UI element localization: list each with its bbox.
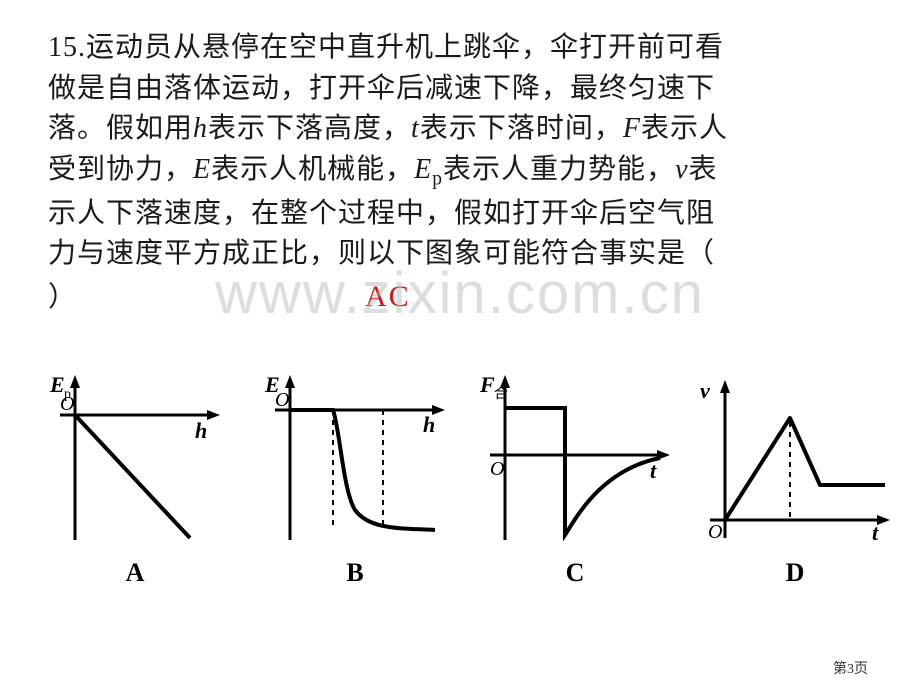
svg-text:O: O xyxy=(60,393,74,415)
var-e: E xyxy=(193,154,211,185)
chart-c: F 合 O t C xyxy=(470,370,680,588)
question-text: 15.运动员从悬停在空中直升机上跳伞，伞打开前可看 做是自由落体运动，打开伞后减… xyxy=(0,0,920,319)
chart-b-svg: E O h xyxy=(255,370,455,550)
label-b: B xyxy=(250,558,460,588)
q-l6: 力与速度平方成正比，则以下图象可能符合事实是（ xyxy=(48,238,715,269)
q-l4b: 表示人机械能， xyxy=(211,154,414,185)
chart-a: E p O h A xyxy=(30,370,240,588)
chart-c-svg: F 合 O t xyxy=(470,370,680,550)
chart-row: E p O h A E O h xyxy=(30,370,900,588)
label-a: A xyxy=(30,558,240,588)
label-c: C xyxy=(470,558,680,588)
var-v: v xyxy=(675,154,688,185)
svg-text:h: h xyxy=(423,412,435,437)
q-l4d: 表 xyxy=(689,154,718,185)
q-number: 15. xyxy=(48,32,86,63)
q-l4c: 表示人重力势能， xyxy=(443,154,675,185)
answer-text: AC xyxy=(365,275,411,319)
chart-d-svg: v O t xyxy=(690,370,900,550)
label-d: D xyxy=(690,558,900,588)
q-l7: ） xyxy=(48,282,77,313)
q-l5: 示人下落速度，在整个过程中，假如打开伞后空气阻 xyxy=(48,198,715,229)
var-ep1: E xyxy=(414,154,432,185)
q-l3b: 表示下落高度， xyxy=(208,113,411,144)
q-l1: 运动员从悬停在空中直升机上跳伞，伞打开前可看 xyxy=(86,32,724,63)
q-l3a: 落。假如用 xyxy=(48,113,193,144)
svg-text:O: O xyxy=(708,521,722,543)
svg-text:t: t xyxy=(872,520,879,545)
q-l3d: 表示人 xyxy=(641,113,728,144)
var-t: t xyxy=(411,113,420,144)
q-l2: 做是自由落体运动，打开伞后减速下降，最终匀速下 xyxy=(48,73,715,104)
page-number: 第3页 xyxy=(833,658,868,678)
svg-text:v: v xyxy=(700,378,710,403)
svg-text:O: O xyxy=(275,389,289,411)
chart-a-svg: E p O h xyxy=(40,370,230,550)
var-f: F xyxy=(623,113,641,144)
svg-text:O: O xyxy=(490,458,504,480)
chart-d: v O t D xyxy=(690,370,900,588)
var-ep2: p xyxy=(432,168,443,189)
svg-text:h: h xyxy=(195,418,207,443)
chart-b: E O h B xyxy=(250,370,460,588)
q-l4a: 受到协力， xyxy=(48,154,193,185)
q-l3c: 表示下落时间， xyxy=(420,113,623,144)
svg-text:F: F xyxy=(479,372,495,397)
var-h: h xyxy=(193,113,208,144)
